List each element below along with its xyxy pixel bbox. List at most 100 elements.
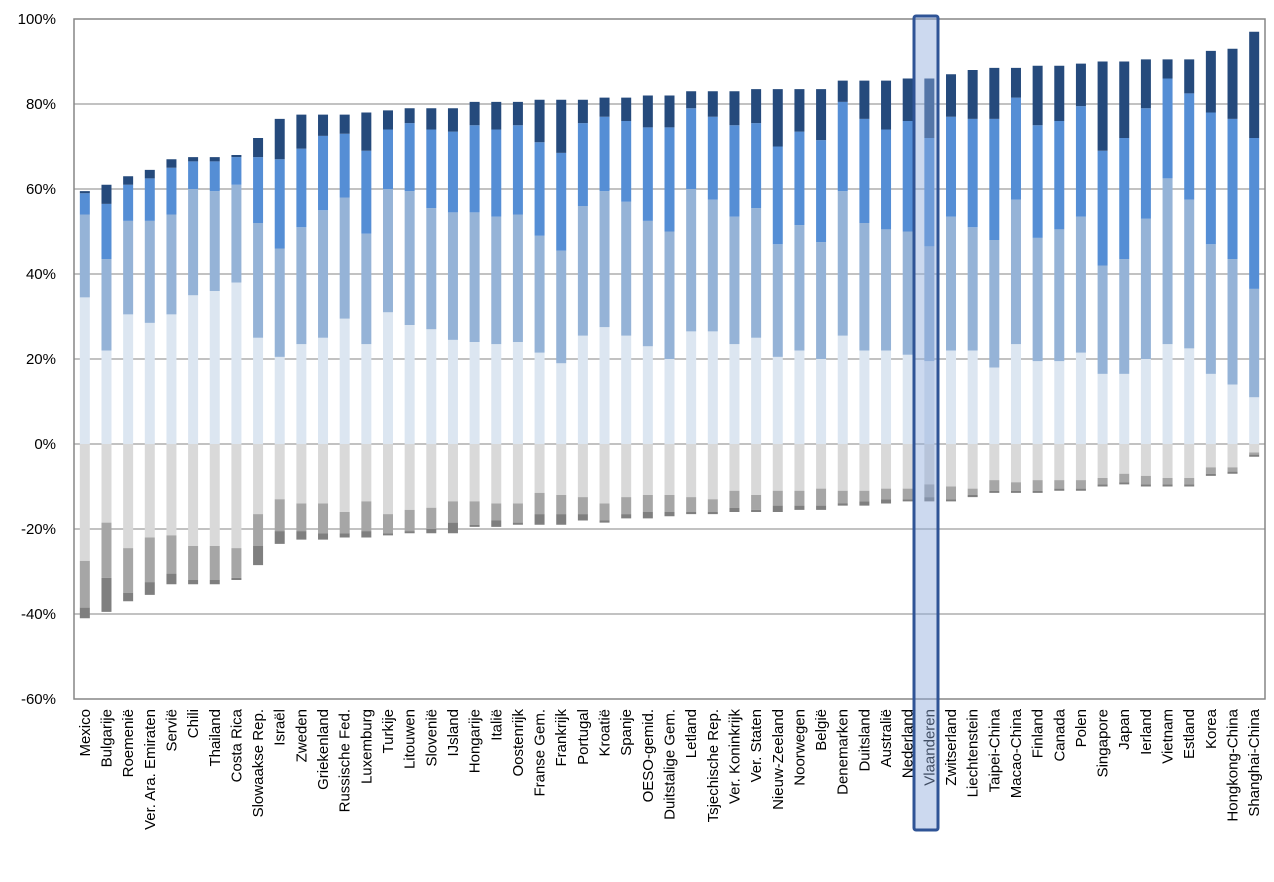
bar-segment [946, 116, 957, 217]
bar-segment [469, 212, 480, 342]
bar-segment [512, 522, 523, 525]
bar-segment [404, 325, 415, 444]
bar-segment [1119, 482, 1130, 485]
bar-segment [1032, 237, 1043, 362]
bar-segment [1032, 125, 1043, 238]
bar-segment [1205, 373, 1216, 444]
x-tick-label: Zwitserland [943, 709, 960, 786]
bar-segment [339, 197, 350, 319]
bar-segment [707, 199, 718, 332]
bar-segment [1140, 218, 1151, 359]
bar-segment [188, 444, 199, 546]
bar-segment [1249, 444, 1260, 453]
bar-segment [816, 444, 827, 489]
bar-segment [837, 101, 848, 192]
bar-segment [837, 191, 848, 336]
bar-segment [318, 444, 329, 504]
bar-segment [686, 91, 697, 109]
bar-segment [621, 497, 632, 515]
bar-segment [101, 184, 112, 204]
bar-segment [1249, 397, 1260, 444]
bar-segment [751, 208, 762, 338]
bar-segment [1075, 106, 1086, 217]
bar-segment [1162, 344, 1173, 444]
bar-segment [1205, 467, 1216, 474]
bar-segment [924, 497, 935, 502]
bar-segment [1205, 473, 1216, 476]
bar-segment [101, 522, 112, 578]
x-tick-label: Russische Fed. [337, 709, 354, 812]
bar-segment [274, 499, 285, 532]
bar-segment [1184, 484, 1195, 487]
x-tick-label: Noorwegen [791, 709, 808, 786]
bar-segment [989, 240, 1000, 368]
bar-segment [967, 118, 978, 228]
bar-segment [1032, 490, 1043, 493]
bar-segment [253, 546, 264, 566]
bar-segment [447, 501, 458, 523]
bar-segment [751, 509, 762, 512]
bar-segment [1097, 484, 1108, 487]
plot-area: -60% -40% -20% 0% 20% 40% 60% 80% 100% Mexico Bulg… [18, 11, 1266, 830]
bar-segment [967, 495, 978, 498]
bar-segment [707, 444, 718, 500]
bar-segment [144, 322, 155, 444]
bar-segment [577, 497, 588, 515]
bar-segment [144, 169, 155, 179]
bar-segment [1032, 361, 1043, 444]
bar-segment [318, 210, 329, 338]
x-tick-label: Slovenië [423, 709, 440, 767]
bar-segment [1097, 265, 1108, 374]
bar-segment [664, 95, 675, 128]
bar-segment [79, 214, 90, 298]
bar-segment [361, 501, 372, 532]
bar-segment [1075, 63, 1086, 107]
bar-segment [491, 444, 502, 504]
bar-segment [664, 495, 675, 512]
bar-segment [447, 108, 458, 132]
bar-segment [79, 607, 90, 619]
bar-segment [751, 123, 762, 209]
x-tick-label: Nederland [900, 709, 917, 778]
bar-segment [1140, 444, 1151, 476]
bar-segment [253, 157, 264, 223]
bar-segment [1249, 452, 1260, 455]
bar-segment [296, 503, 307, 532]
x-tick-label: Kroatië [597, 709, 614, 757]
x-tick-label: Liechtenstein [965, 709, 982, 797]
y-tick-label: 20% [26, 351, 56, 368]
bar-segment [79, 444, 90, 561]
bar-segment [491, 344, 502, 444]
bar-segment [902, 499, 913, 502]
bar-segment [707, 116, 718, 200]
bar-segment [318, 337, 329, 444]
bar-segment [361, 344, 372, 444]
x-tick-label: Franse Gem. [532, 709, 549, 797]
bar-segment [491, 129, 502, 217]
bar-segment [166, 314, 177, 444]
x-tick-label: Letland [683, 709, 700, 758]
bar-segment [253, 444, 264, 515]
y-tick-label: -20% [21, 521, 56, 538]
bar-segment [772, 146, 783, 245]
x-tick-label: Bulgarije [98, 709, 115, 767]
bar-segment [707, 91, 718, 117]
bar-segment [859, 490, 870, 502]
bar-segment [599, 503, 610, 521]
bar-segment [101, 203, 112, 260]
bar-segment [621, 97, 632, 121]
bar-segment [837, 80, 848, 102]
bar-segment [794, 89, 805, 132]
bar-segment [404, 509, 415, 532]
x-tick-label: Ver. Koninkrijk [726, 709, 743, 805]
bar-segment [447, 444, 458, 502]
bar-segment [1010, 67, 1021, 98]
bar-segment [101, 259, 112, 351]
bar-segment [1140, 475, 1151, 485]
bar-segment [729, 344, 740, 444]
x-tick-label: Taipei-China [986, 708, 1003, 792]
bar-segment [1032, 444, 1043, 481]
bar-segment [881, 499, 892, 504]
bar-segment [296, 444, 307, 504]
